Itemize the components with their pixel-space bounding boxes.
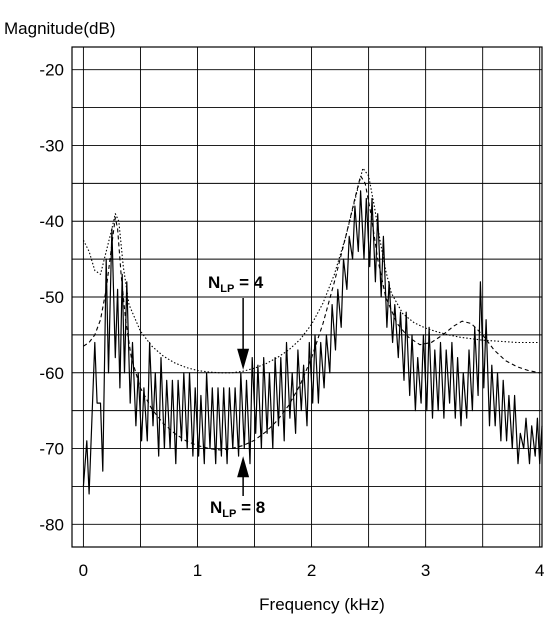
x-axis-title: Frequency (kHz) [259,595,385,614]
y-tick-label: -80 [39,515,64,534]
y-tick-label: -30 [39,136,64,155]
x-tick-label: 0 [79,561,88,580]
x-tick-label: 4 [535,561,544,580]
x-tick-label: 3 [421,561,430,580]
dashed-curve [83,175,540,451]
curves [82,167,543,495]
y-tick-label: -50 [39,288,64,307]
annotations: NLP = 4 NLP = 8 [208,273,265,520]
y-tick-label: -20 [39,61,64,80]
y-axis-title: Magnitude(dB) [4,19,116,38]
annotation-arrowhead [237,456,250,478]
x-tick-label: 2 [307,561,316,580]
annotation-label-nlp8: NLP = 8 [210,498,265,520]
grid [72,47,542,547]
y-tick-label: -40 [39,212,64,231]
plot-frame [71,46,543,548]
y-tick-label: -60 [39,364,64,383]
annotation-label-nlp4: NLP = 4 [208,273,264,295]
y-tick-label: -70 [39,440,64,459]
dotted-curve [82,167,540,374]
annotation-arrowhead [237,348,250,370]
y-tick-labels: -20 -30 -40 -50 -60 -70 -80 [39,61,64,535]
x-tick-label: 1 [193,561,202,580]
x-tick-labels: 0 1 2 3 4 [79,561,545,580]
solid-curve [82,190,543,495]
